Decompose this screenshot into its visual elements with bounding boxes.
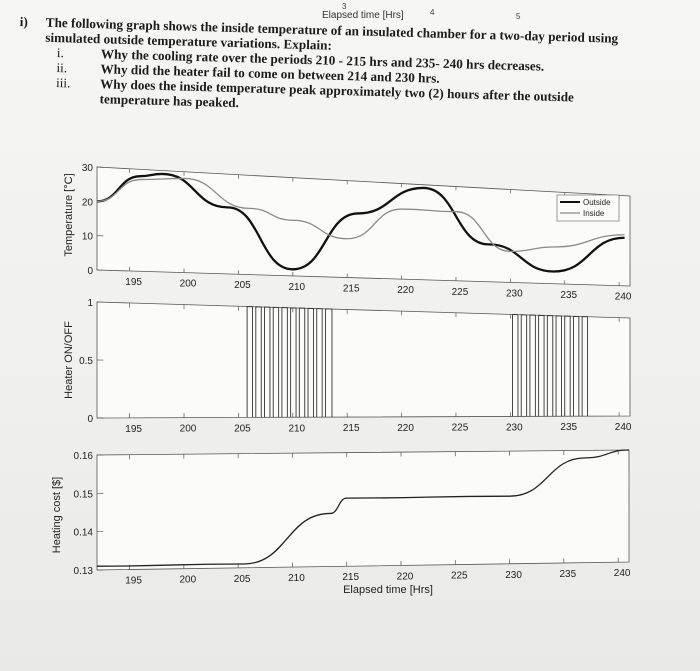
y-tick-label: 0.16 (74, 451, 94, 462)
top-tick: 5 (516, 12, 521, 21)
heater-on-pulse (572, 315, 580, 417)
x-tick-label: 220 (397, 571, 414, 582)
heater-on-pulse (255, 306, 262, 418)
panel-2: 195 200 205 210 215 220 225 230 235 240 0 0.5 1 Heate… (63, 298, 632, 435)
heater-on-pulse (520, 314, 528, 417)
y-axis-label: Heater ON/OFF (63, 321, 75, 399)
heater-on-pulse (581, 316, 589, 417)
heater-on-pulse (298, 307, 306, 418)
heater-on-pulse (564, 315, 571, 417)
y-axis-label: Heating cost [$] (51, 477, 63, 553)
x-tick-label: 225 (452, 423, 469, 434)
heater-on-pulse (546, 315, 554, 417)
x-tick-label: 205 (234, 280, 251, 291)
heater-on-pulse (307, 307, 314, 418)
heater-on-pulse (290, 307, 297, 418)
heater-on-pulse (512, 314, 519, 417)
top-tick: 4 (430, 8, 435, 17)
x-tick-label: 210 (288, 423, 305, 434)
x-tick-label: 215 (343, 284, 360, 295)
panel-3: 195 200 205 210 215 220 225 230 235 240 0.13 0.14 0.… (51, 449, 631, 596)
x-tick-label: 240 (615, 292, 632, 303)
heater-on-pulse (555, 315, 562, 417)
y-tick-label: 0.14 (74, 528, 94, 539)
y-tick-label: 0 (87, 266, 93, 277)
panel-frame (96, 166, 631, 287)
x-tick-label: 235 (560, 569, 577, 580)
legend-entry: Inside (583, 209, 605, 218)
heater-on-pulse (324, 308, 333, 418)
x-tick-label: 205 (234, 423, 251, 434)
series-line-cost (96, 449, 630, 567)
x-tick-label: 225 (452, 287, 469, 298)
series-line-inside (96, 177, 625, 253)
x-tick-label: 230 (506, 422, 523, 433)
x-axis-label: Elapsed time [Hrs] (343, 584, 433, 596)
x-tick-label: 230 (506, 288, 523, 299)
x-tick-label: 200 (180, 424, 197, 435)
x-tick-label: 220 (397, 423, 414, 434)
y-tick-label: 0.15 (74, 489, 94, 500)
y-tick-label: 0.5 (79, 356, 93, 367)
x-tick-label: 215 (342, 572, 359, 583)
x-tick-label: 235 (560, 422, 577, 433)
heater-on-pulse (246, 306, 253, 418)
x-tick-label: 235 (560, 290, 577, 301)
x-tick-label: 195 (125, 424, 142, 435)
x-tick-label: 230 (505, 570, 522, 581)
legend: Outside Inside (556, 194, 620, 222)
y-tick-label: 0 (87, 414, 93, 425)
y-tick-label: 10 (82, 232, 94, 243)
x-tick-label: 215 (343, 423, 360, 434)
panel-1: 195 200 205 210 215 220 225 230 235 240 0 10 20 30 Tem… (63, 163, 632, 303)
x-tick-label: 195 (125, 576, 142, 587)
y-tick-label: 1 (87, 298, 93, 309)
x-tick-label: 195 (125, 277, 142, 288)
series-line-outside (96, 172, 625, 273)
y-tick-label: 20 (82, 197, 94, 208)
panel-frame (96, 301, 631, 419)
panel-frame (96, 449, 630, 571)
x-tick-label: 240 (615, 422, 632, 433)
x-tick-label: 200 (180, 575, 197, 586)
heater-on-pulse (264, 306, 271, 418)
x-tick-label: 205 (234, 574, 251, 585)
heater-on-pulse (281, 307, 288, 418)
y-axis-label: Temperature [°C] (63, 173, 75, 256)
x-tick-label: 240 (614, 568, 631, 579)
legend-box (556, 194, 620, 222)
heater-on-pulse (529, 314, 536, 417)
x-tick-label: 200 (180, 279, 197, 290)
x-tick-label: 210 (288, 282, 305, 293)
x-tick-label: 220 (397, 285, 414, 296)
legend-entry: Outside (583, 198, 611, 207)
top-tick: 3 (342, 2, 347, 11)
heater-on-pulse (272, 306, 280, 418)
x-tick-label: 225 (451, 571, 468, 582)
y-tick-label: 0.13 (74, 566, 94, 577)
y-tick-label: 30 (82, 163, 94, 174)
heater-on-pulse (316, 308, 323, 418)
top-axis-label: Elapsed time [Hrs] (322, 10, 404, 21)
x-tick-label: 210 (288, 573, 305, 584)
heater-on-pulse (538, 314, 545, 417)
